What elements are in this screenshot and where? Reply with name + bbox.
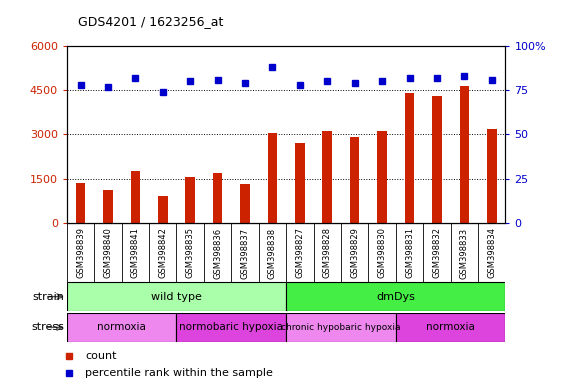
Bar (67, 46, 94, 223)
Bar (259, 46, 286, 223)
Bar (268, 133, 277, 223)
Text: dmDys: dmDys (376, 291, 415, 302)
Bar (131, 171, 140, 223)
Bar (432, 96, 442, 223)
Bar (423, 46, 451, 223)
Bar (377, 131, 387, 223)
Bar (286, 46, 314, 223)
Text: normobaric hypoxia: normobaric hypoxia (180, 322, 284, 333)
Text: normoxia: normoxia (426, 322, 475, 333)
Bar (121, 46, 149, 223)
Text: GSM398828: GSM398828 (323, 227, 332, 278)
Bar (67, 282, 286, 311)
Text: stress: stress (31, 322, 64, 333)
Text: count: count (85, 351, 117, 361)
Text: percentile rank within the sample: percentile rank within the sample (85, 368, 273, 378)
Text: GDS4201 / 1623256_at: GDS4201 / 1623256_at (78, 15, 224, 28)
Text: GSM398842: GSM398842 (158, 227, 167, 278)
Bar (103, 190, 113, 223)
Bar (368, 46, 396, 223)
Text: GSM398831: GSM398831 (405, 227, 414, 278)
Bar (396, 313, 505, 342)
Bar (350, 137, 360, 223)
Bar (286, 313, 396, 342)
Bar (322, 131, 332, 223)
Bar (478, 46, 505, 223)
Bar (314, 46, 341, 223)
Text: GSM398838: GSM398838 (268, 227, 277, 279)
Text: GSM398834: GSM398834 (487, 227, 496, 278)
Bar (240, 184, 250, 223)
Text: strain: strain (32, 291, 64, 302)
Bar (295, 143, 304, 223)
Text: GSM398830: GSM398830 (378, 227, 386, 278)
Text: GSM398836: GSM398836 (213, 227, 222, 279)
Text: GSM398833: GSM398833 (460, 227, 469, 279)
Bar (76, 183, 85, 223)
Text: GSM398837: GSM398837 (241, 227, 249, 279)
Bar (177, 313, 286, 342)
Bar (213, 173, 223, 223)
Bar (396, 46, 423, 223)
Bar (94, 46, 121, 223)
Bar (158, 196, 167, 223)
Bar (451, 46, 478, 223)
Bar (149, 46, 177, 223)
Bar (67, 313, 177, 342)
Text: GSM398832: GSM398832 (432, 227, 442, 278)
Text: GSM398839: GSM398839 (76, 227, 85, 278)
Text: GSM398840: GSM398840 (103, 227, 113, 278)
Bar (487, 129, 497, 223)
Text: GSM398841: GSM398841 (131, 227, 140, 278)
Text: wild type: wild type (151, 291, 202, 302)
Text: normoxia: normoxia (97, 322, 146, 333)
Text: chronic hypobaric hypoxia: chronic hypobaric hypoxia (281, 323, 401, 332)
Bar (286, 282, 505, 311)
Bar (460, 86, 469, 223)
Text: GSM398835: GSM398835 (186, 227, 195, 278)
Text: GSM398827: GSM398827 (295, 227, 304, 278)
Bar (405, 93, 414, 223)
Bar (177, 46, 204, 223)
Bar (204, 46, 231, 223)
Bar (231, 46, 259, 223)
Text: GSM398829: GSM398829 (350, 227, 359, 278)
Bar (341, 46, 368, 223)
Bar (185, 177, 195, 223)
